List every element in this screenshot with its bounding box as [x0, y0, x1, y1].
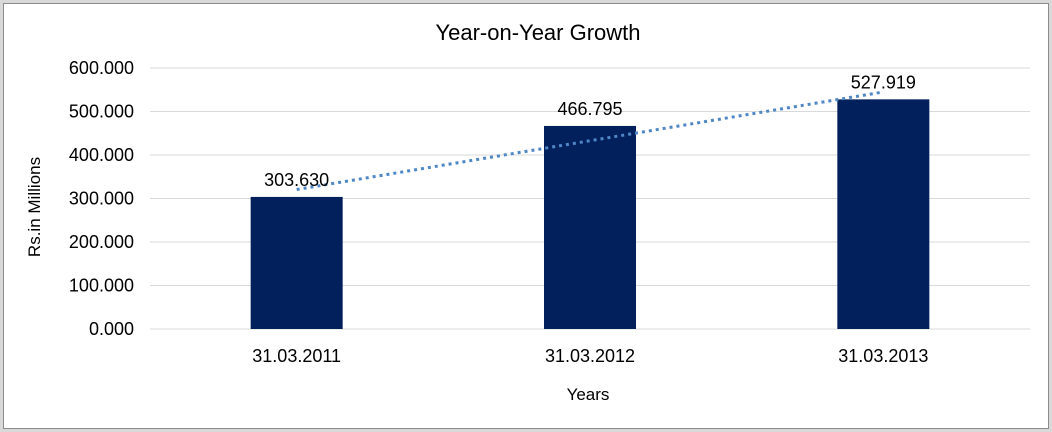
bar — [250, 196, 343, 329]
y-tick-label: 600.000 — [69, 58, 134, 78]
y-axis-tick-labels: 0.000 100.000 200.000 300.000 400.000 500.000… — [69, 58, 134, 339]
category-label: 31.03.2012 — [545, 346, 635, 366]
y-tick-label: 200.000 — [69, 232, 134, 252]
value-labels: 303.630 466.795 527.919 — [264, 72, 916, 190]
trendline — [296, 90, 884, 192]
x-axis-category-labels: 31.03.2011 31.03.2012 31.03.2013 — [252, 346, 928, 366]
value-label: 466.795 — [557, 99, 622, 119]
y-tick-label: 300.000 — [69, 189, 134, 209]
chart-title: Year-on-Year Growth — [435, 20, 640, 45]
y-tick-label: 500.000 — [69, 102, 134, 122]
y-tick-label: 0.000 — [89, 319, 134, 339]
category-label: 31.03.2013 — [838, 346, 928, 366]
y-tick-label: 400.000 — [69, 145, 134, 165]
chart-canvas: 303.630 466.795 527.919 0.000 100.000 200.00… — [3, 3, 1049, 429]
value-label: 303.630 — [264, 170, 329, 190]
y-tick-label: 100.000 — [69, 276, 134, 296]
x-axis-title: Years — [567, 385, 610, 404]
value-label: 527.919 — [851, 72, 916, 92]
bar — [544, 125, 636, 329]
y-axis-title: Rs.in Millions — [25, 157, 44, 257]
category-label: 31.03.2011 — [252, 346, 341, 366]
bar-series — [250, 99, 930, 330]
chart-plot: 303.630 466.795 527.919 0.000 100.000 200.00… — [25, 20, 1030, 404]
bar — [837, 99, 930, 330]
